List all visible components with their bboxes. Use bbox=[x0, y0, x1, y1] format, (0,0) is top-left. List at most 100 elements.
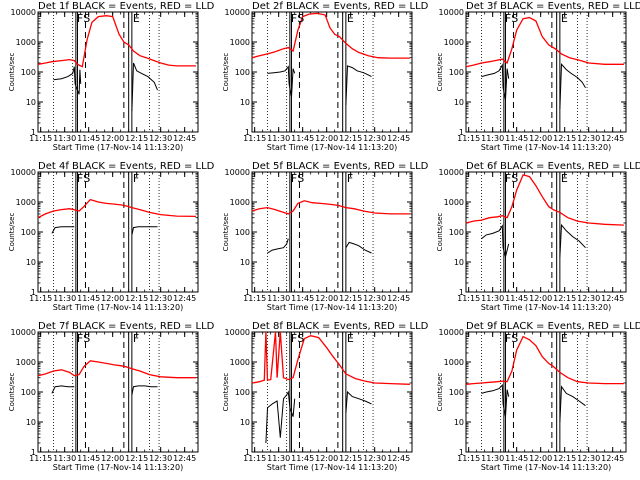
panel-title: Det 2f BLACK = Events, RED = LLD bbox=[252, 1, 429, 12]
region-marker-label: E bbox=[347, 332, 354, 345]
y-tick-label: 1000 bbox=[444, 198, 464, 207]
y-axis-label: Counts/sec bbox=[8, 213, 16, 252]
y-tick-label: 1 bbox=[31, 128, 36, 137]
x-tick-label: 12:00 bbox=[315, 134, 338, 143]
y-tick-label: 10 bbox=[240, 418, 250, 427]
lld-series-line bbox=[465, 174, 624, 226]
region-marker-label: S bbox=[297, 172, 304, 185]
y-tick-label: 1000 bbox=[16, 198, 36, 207]
x-axis-label: Start Time (17-Nov-14 11:13:20) bbox=[53, 463, 183, 472]
events-series-line bbox=[265, 390, 296, 444]
events-series-line bbox=[345, 65, 372, 105]
region-marker-label: E bbox=[133, 12, 140, 25]
region-marker-label: F bbox=[505, 172, 511, 185]
x-axis-label: Start Time (17-Nov-14 11:13:20) bbox=[267, 143, 397, 152]
y-axis-label: Counts/sec bbox=[222, 53, 230, 92]
x-tick-label: 12:30 bbox=[363, 294, 386, 303]
events-series-line bbox=[345, 241, 372, 254]
events-series-line bbox=[51, 226, 75, 234]
x-tick-label: 12:15 bbox=[125, 294, 148, 303]
x-tick-label: 12:00 bbox=[101, 134, 124, 143]
y-tick-label: 10000 bbox=[11, 168, 36, 177]
events-series-line bbox=[131, 226, 158, 236]
y-tick-label: 1000 bbox=[230, 198, 250, 207]
x-tick-label: 12:30 bbox=[149, 134, 172, 143]
region-marker-label: F bbox=[77, 12, 83, 25]
y-tick-label: 10 bbox=[240, 98, 250, 107]
x-tick-label: 12:45 bbox=[387, 454, 410, 463]
x-tick-label: 11:45 bbox=[291, 134, 314, 143]
events-series-line bbox=[267, 238, 289, 254]
y-tick-label: 1000 bbox=[16, 38, 36, 47]
y-tick-label: 10 bbox=[26, 98, 36, 107]
x-tick-label: 11:45 bbox=[505, 134, 528, 143]
detector-panel: Det 5f BLACK = Events, RED = LLD 1 10 100 10… bbox=[222, 161, 429, 312]
panel-title: Det 6f BLACK = Events, RED = LLD bbox=[466, 161, 640, 172]
x-tick-label: 11:45 bbox=[77, 294, 100, 303]
x-tick-label: 12:15 bbox=[339, 454, 362, 463]
lld-series-line bbox=[251, 12, 410, 59]
x-tick-label: 11:45 bbox=[505, 454, 528, 463]
detector-panel: Det 3f BLACK = Events, RED = LLD 1 10 100 10… bbox=[436, 1, 640, 152]
lld-series-line bbox=[465, 16, 624, 68]
x-tick-label: 11:45 bbox=[291, 454, 314, 463]
region-marker-label: S bbox=[511, 172, 518, 185]
y-tick-label: 1 bbox=[31, 448, 36, 457]
y-tick-label: 10 bbox=[454, 98, 464, 107]
region-marker-label: S bbox=[511, 12, 518, 25]
region-marker-label: E bbox=[561, 332, 568, 345]
x-tick-label: 12:00 bbox=[529, 134, 552, 143]
region-marker-label: F bbox=[133, 172, 139, 185]
panel-title: Det 3f BLACK = Events, RED = LLD bbox=[466, 1, 640, 12]
y-tick-label: 10000 bbox=[11, 8, 36, 17]
x-tick-label: 12:45 bbox=[601, 294, 624, 303]
x-tick-label: 11:15 bbox=[457, 454, 480, 463]
x-tick-label: 11:15 bbox=[457, 294, 480, 303]
y-tick-label: 100 bbox=[235, 228, 250, 237]
x-axis-label: Start Time (17-Nov-14 11:13:20) bbox=[481, 143, 611, 152]
y-tick-label: 100 bbox=[235, 68, 250, 77]
detector-panel: Det 4f BLACK = Events, RED = LLD 1 10 100 10… bbox=[8, 161, 215, 312]
plot-frame bbox=[37, 171, 199, 293]
events-series-line bbox=[481, 63, 510, 100]
x-tick-label: 11:45 bbox=[505, 294, 528, 303]
plot-frame bbox=[465, 11, 627, 133]
x-axis-label: Start Time (17-Nov-14 11:13:20) bbox=[481, 463, 611, 472]
x-tick-label: 11:30 bbox=[267, 294, 290, 303]
y-tick-label: 1 bbox=[459, 288, 464, 297]
x-tick-label: 11:30 bbox=[267, 134, 290, 143]
y-axis-label: Counts/sec bbox=[8, 373, 16, 412]
x-tick-label: 11:15 bbox=[29, 134, 52, 143]
region-marker-label: E bbox=[561, 12, 568, 25]
detector-panel: Det 8f BLACK = Events, RED = LLD 1 10 100 10… bbox=[222, 321, 429, 472]
x-tick-label: 11:15 bbox=[29, 454, 52, 463]
x-tick-label: 11:45 bbox=[291, 294, 314, 303]
y-tick-label: 1 bbox=[245, 128, 250, 137]
plot-frame bbox=[465, 171, 627, 293]
x-axis-label: Start Time (17-Nov-14 11:13:20) bbox=[481, 303, 611, 312]
plot-frame bbox=[251, 171, 413, 293]
y-tick-label: 100 bbox=[21, 388, 36, 397]
y-axis-label: Counts/sec bbox=[436, 373, 444, 412]
x-tick-label: 12:45 bbox=[387, 134, 410, 143]
y-tick-label: 10000 bbox=[11, 328, 36, 337]
region-marker-label: S bbox=[297, 12, 304, 25]
x-tick-label: 12:45 bbox=[601, 454, 624, 463]
x-tick-label: 12:30 bbox=[363, 134, 386, 143]
x-tick-label: 11:15 bbox=[243, 454, 266, 463]
panel-title: Det 9f BLACK = Events, RED = LLD bbox=[466, 321, 640, 332]
x-tick-label: 12:00 bbox=[315, 454, 338, 463]
region-marker-label: F bbox=[505, 332, 511, 345]
y-tick-label: 100 bbox=[21, 68, 36, 77]
x-tick-label: 11:45 bbox=[77, 134, 100, 143]
x-axis-label: Start Time (17-Nov-14 11:13:20) bbox=[53, 303, 183, 312]
region-marker-label: E bbox=[561, 172, 568, 185]
x-tick-label: 12:15 bbox=[553, 294, 576, 303]
y-tick-label: 1000 bbox=[444, 38, 464, 47]
events-series-line bbox=[131, 62, 158, 112]
y-tick-label: 1 bbox=[459, 448, 464, 457]
region-marker-label: F bbox=[505, 12, 511, 25]
panel-title: Det 1f BLACK = Events, RED = LLD bbox=[38, 1, 215, 12]
region-marker-label: F bbox=[291, 332, 297, 345]
